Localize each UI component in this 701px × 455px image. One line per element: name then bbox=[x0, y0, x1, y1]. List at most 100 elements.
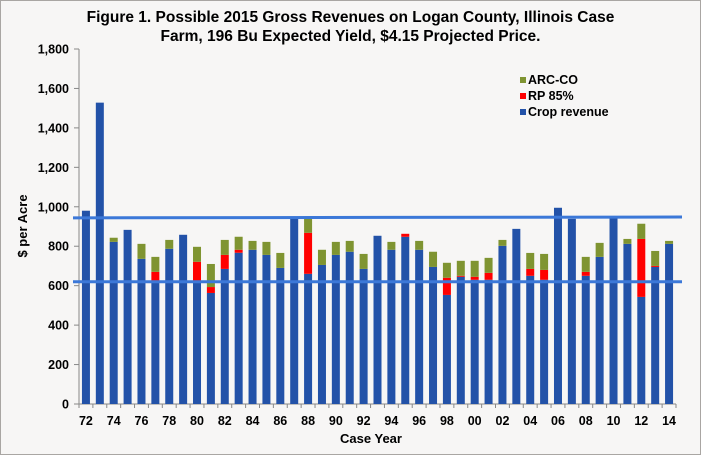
x-tick-label: 90 bbox=[329, 414, 343, 428]
bar-rp-85-12[interactable] bbox=[637, 238, 646, 297]
bar-crop-revenue-14[interactable] bbox=[665, 243, 674, 404]
bar-arc-co-84[interactable] bbox=[248, 240, 257, 250]
bar-crop-revenue-81[interactable] bbox=[206, 292, 215, 404]
bar-crop-revenue-13[interactable] bbox=[651, 266, 660, 404]
bar-crop-revenue-76[interactable] bbox=[137, 258, 146, 404]
bar-arc-co-85[interactable] bbox=[262, 241, 271, 255]
bar-rp-85-80[interactable] bbox=[193, 261, 202, 282]
bar-crop-revenue-00[interactable] bbox=[470, 279, 479, 404]
bar-crop-revenue-79[interactable] bbox=[179, 234, 188, 404]
bar-crop-revenue-78[interactable] bbox=[165, 248, 174, 404]
bar-arc-co-81[interactable] bbox=[206, 263, 215, 288]
bar-crop-revenue-92[interactable] bbox=[359, 268, 368, 404]
bar-arc-co-91[interactable] bbox=[345, 240, 354, 252]
bar-arc-co-05[interactable] bbox=[540, 253, 549, 270]
bar-crop-revenue-93[interactable] bbox=[373, 235, 382, 404]
bar-rp-85-77[interactable] bbox=[151, 271, 160, 281]
bar-arc-co-89[interactable] bbox=[317, 249, 326, 265]
bar-crop-revenue-11[interactable] bbox=[623, 243, 632, 404]
bar-arc-co-90[interactable] bbox=[331, 241, 340, 255]
x-tick-label: 04 bbox=[523, 414, 537, 428]
bar-arc-co-13[interactable] bbox=[651, 250, 660, 266]
bar-crop-revenue-02[interactable] bbox=[498, 245, 507, 404]
bar-arc-co-82[interactable] bbox=[220, 239, 229, 255]
y-tick-label: 400 bbox=[48, 319, 69, 333]
bar-crop-revenue-84[interactable] bbox=[248, 249, 257, 404]
bar-arc-co-97[interactable] bbox=[429, 251, 438, 267]
bar-crop-revenue-72[interactable] bbox=[81, 210, 90, 404]
bar-crop-revenue-74[interactable] bbox=[109, 241, 118, 404]
bar-arc-co-80[interactable] bbox=[193, 246, 202, 262]
bar-arc-co-96[interactable] bbox=[415, 240, 424, 250]
bar-arc-co-78[interactable] bbox=[165, 239, 174, 249]
bar-crop-revenue-80[interactable] bbox=[193, 281, 202, 404]
bar-crop-revenue-01[interactable] bbox=[484, 279, 493, 404]
bar-rp-85-83[interactable] bbox=[234, 249, 243, 253]
bar-rp-85-98[interactable] bbox=[442, 277, 451, 295]
bar-crop-revenue-12[interactable] bbox=[637, 296, 646, 404]
bar-arc-co-11[interactable] bbox=[623, 238, 632, 244]
bar-crop-revenue-91[interactable] bbox=[345, 251, 354, 404]
bar-arc-co-99[interactable] bbox=[456, 260, 465, 276]
bar-rp-85-04[interactable] bbox=[526, 268, 535, 276]
bar-arc-co-02[interactable] bbox=[498, 239, 507, 246]
bar-arc-co-88[interactable] bbox=[304, 218, 313, 233]
bar-arc-co-77[interactable] bbox=[151, 256, 160, 272]
chart-title: Figure 1. Possible 2015 Gross Revenues o… bbox=[0, 8, 701, 46]
bar-crop-revenue-98[interactable] bbox=[442, 294, 451, 404]
bar-rp-85-88[interactable] bbox=[304, 232, 313, 274]
bar-crop-revenue-77[interactable] bbox=[151, 280, 160, 404]
y-tick-label: 1,800 bbox=[38, 43, 69, 57]
bar-crop-revenue-94[interactable] bbox=[387, 249, 396, 404]
x-tick-label: 12 bbox=[634, 414, 648, 428]
bar-crop-revenue-08[interactable] bbox=[581, 275, 590, 404]
bar-crop-revenue-85[interactable] bbox=[262, 254, 271, 404]
bar-crop-revenue-07[interactable] bbox=[567, 218, 576, 404]
bar-rp-85-99[interactable] bbox=[456, 275, 465, 277]
bar-arc-co-74[interactable] bbox=[109, 237, 118, 242]
bar-arc-co-00[interactable] bbox=[470, 260, 479, 277]
bar-crop-revenue-73[interactable] bbox=[95, 102, 104, 405]
bar-arc-co-76[interactable] bbox=[137, 243, 146, 259]
bar-crop-revenue-03[interactable] bbox=[512, 228, 521, 404]
bar-crop-revenue-95[interactable] bbox=[401, 236, 410, 404]
bar-crop-revenue-90[interactable] bbox=[331, 254, 340, 404]
bar-arc-co-94[interactable] bbox=[387, 241, 396, 250]
bar-crop-revenue-96[interactable] bbox=[415, 249, 424, 404]
bar-crop-revenue-87[interactable] bbox=[290, 218, 299, 404]
x-tick-label: 92 bbox=[357, 414, 371, 428]
y-axis-title: $ per Acre bbox=[15, 194, 30, 257]
bar-crop-revenue-09[interactable] bbox=[595, 256, 604, 404]
bar-rp-85-13[interactable] bbox=[651, 265, 660, 267]
bar-arc-co-83[interactable] bbox=[234, 236, 243, 250]
bar-rp-85-08[interactable] bbox=[581, 271, 590, 276]
bar-rp-85-95[interactable] bbox=[401, 233, 410, 237]
bar-arc-co-98[interactable] bbox=[442, 262, 451, 278]
bar-rp-85-00[interactable] bbox=[470, 276, 479, 280]
bar-arc-co-08[interactable] bbox=[581, 256, 590, 272]
bar-arc-co-04[interactable] bbox=[526, 252, 535, 269]
bar-arc-co-09[interactable] bbox=[595, 242, 604, 257]
bar-arc-co-12[interactable] bbox=[637, 223, 646, 239]
bar-crop-revenue-99[interactable] bbox=[456, 276, 465, 404]
bar-crop-revenue-10[interactable] bbox=[609, 218, 618, 404]
bar-crop-revenue-89[interactable] bbox=[317, 264, 326, 404]
bar-rp-85-82[interactable] bbox=[220, 254, 229, 269]
bar-crop-revenue-83[interactable] bbox=[234, 252, 243, 404]
bar-crop-revenue-82[interactable] bbox=[220, 268, 229, 404]
bar-arc-co-14[interactable] bbox=[665, 240, 674, 244]
bar-crop-revenue-86[interactable] bbox=[276, 267, 285, 404]
bar-arc-co-01[interactable] bbox=[484, 257, 493, 273]
bar-rp-85-05[interactable] bbox=[540, 269, 549, 280]
bar-crop-revenue-75[interactable] bbox=[123, 229, 132, 404]
y-axis: 0 200 400 600 800 1,000 1,200 1,400 1,600 1,800 bbox=[38, 43, 80, 412]
bar-crop-revenue-88[interactable] bbox=[304, 273, 313, 404]
bar-rp-85-81[interactable] bbox=[206, 287, 215, 293]
bar-rp-85-01[interactable] bbox=[484, 272, 493, 280]
bar-arc-co-92[interactable] bbox=[359, 253, 368, 269]
bar-crop-revenue-04[interactable] bbox=[526, 275, 535, 404]
bar-crop-revenue-97[interactable] bbox=[429, 266, 438, 404]
bar-crop-revenue-05[interactable] bbox=[540, 279, 549, 404]
bar-arc-co-86[interactable] bbox=[276, 252, 285, 268]
bar-crop-revenue-06[interactable] bbox=[553, 207, 562, 404]
